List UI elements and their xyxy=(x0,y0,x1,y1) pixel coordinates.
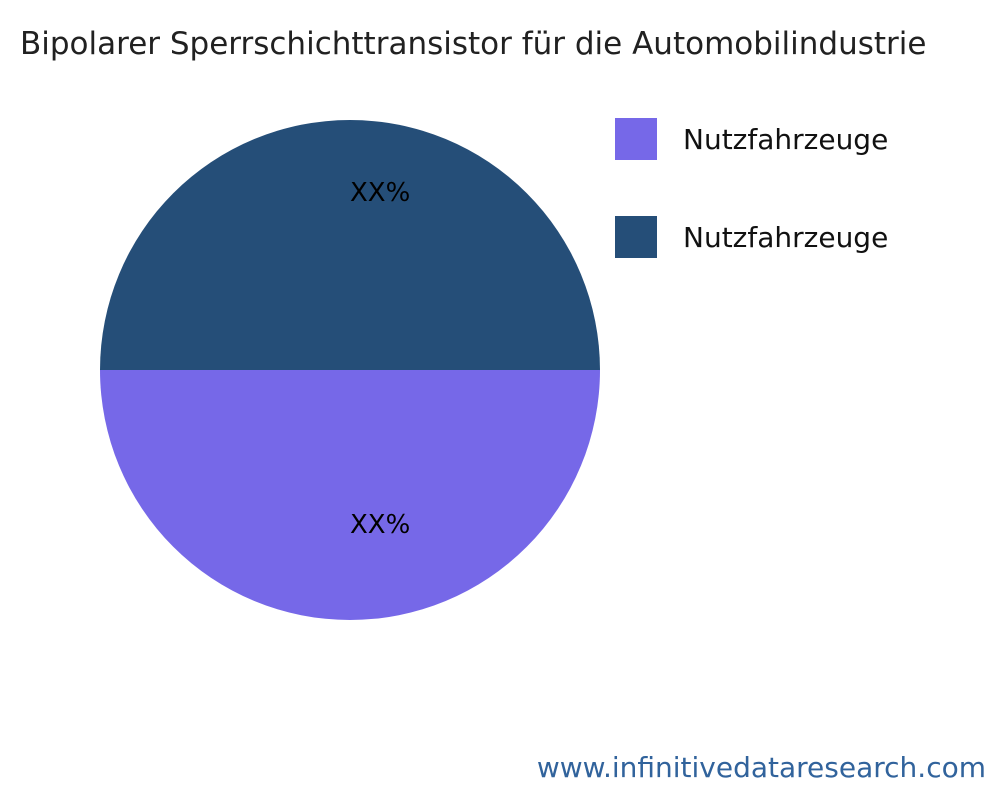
legend-swatch xyxy=(615,216,657,258)
pie-chart: XX% XX% xyxy=(100,120,600,620)
slice-value-label-bottom: XX% xyxy=(350,510,411,540)
slice-value-label-top: XX% xyxy=(350,178,411,208)
legend-label: Nutzfahrzeuge xyxy=(683,220,889,254)
legend-swatch xyxy=(615,118,657,160)
legend-item: Nutzfahrzeuge xyxy=(615,216,888,258)
legend-item: Nutzfahrzeuge xyxy=(615,118,888,160)
chart-title: Bipolarer Sperrschichttransistor für die… xyxy=(20,26,927,62)
legend: Nutzfahrzeuge Nutzfahrzeuge xyxy=(615,118,888,314)
legend-label: Nutzfahrzeuge xyxy=(683,122,889,156)
watermark-url: www.infinitivedataresearch.com xyxy=(536,751,986,784)
